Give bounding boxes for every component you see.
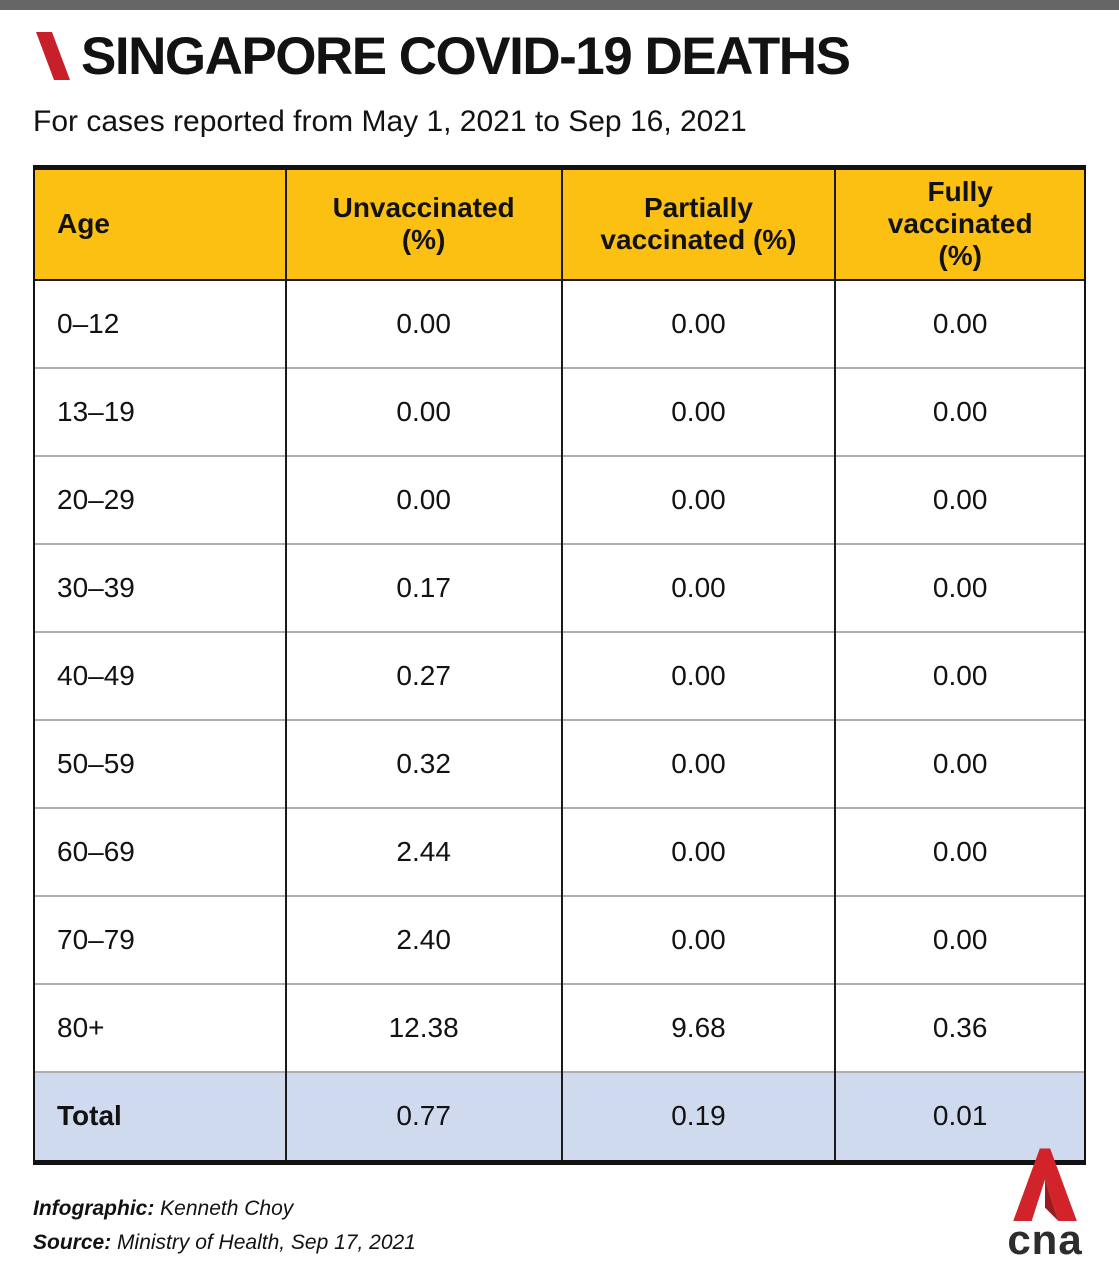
- unvaccinated-cell: 2.40: [284, 894, 562, 984]
- fully-vaccinated-cell: 0.36: [834, 982, 1084, 1072]
- title-row: SINGAPORE COVID-19 DEATHS: [33, 30, 1086, 85]
- source-label: Source:: [33, 1230, 112, 1254]
- table-row: 0–12 0.00 0.00 0.00: [35, 279, 1084, 368]
- age-cell: 60–69: [35, 806, 286, 896]
- table-row: 60–69 2.44 0.00 0.00: [35, 806, 1084, 896]
- age-cell: 80+: [35, 982, 286, 1072]
- subtitle: For cases reported from May 1, 2021 to S…: [33, 105, 747, 138]
- fully-vaccinated-cell: 0.00: [834, 718, 1084, 808]
- credits-block: Infographic: Kenneth Choy Source: Minist…: [33, 1192, 416, 1260]
- top-gray-bar: [0, 0, 1119, 10]
- unvaccinated-cell: 0.00: [284, 279, 562, 368]
- column-header-unvaccinated: Unvaccinated (%): [284, 170, 562, 281]
- age-cell: 40–49: [35, 630, 286, 720]
- partially-vaccinated-cell: 0.00: [560, 279, 836, 368]
- column-header-fully-vaccinated: Fully vaccinated (%): [834, 170, 1084, 281]
- table-row: 13–19 0.00 0.00 0.00: [35, 366, 1084, 456]
- fully-vaccinated-cell: 0.00: [834, 279, 1084, 368]
- total-fully-cell: 0.01: [834, 1070, 1084, 1160]
- age-cell: 20–29: [35, 454, 286, 544]
- unvaccinated-cell: 2.44: [284, 806, 562, 896]
- fully-vaccinated-cell: 0.00: [834, 366, 1084, 456]
- infographic-value: Kenneth Choy: [160, 1196, 294, 1220]
- partially-vaccinated-cell: 0.00: [560, 630, 836, 720]
- page-title: SINGAPORE COVID-19 DEATHS: [81, 27, 851, 86]
- fully-vaccinated-cell: 0.00: [834, 894, 1084, 984]
- fully-vaccinated-cell: 0.00: [834, 454, 1084, 544]
- table-border-frame: Age Unvaccinated (%) Partially vaccinate…: [33, 165, 1086, 1165]
- infographic-body: SINGAPORE COVID-19 DEATHS For cases repo…: [0, 30, 1119, 1165]
- partially-vaccinated-cell: 9.68: [560, 982, 836, 1072]
- table-row: 40–49 0.27 0.00 0.00: [35, 630, 1084, 720]
- fully-vaccinated-cell: 0.00: [834, 806, 1084, 896]
- age-cell: 13–19: [35, 366, 286, 456]
- partially-vaccinated-cell: 0.00: [560, 718, 836, 808]
- age-cell: 70–79: [35, 894, 286, 984]
- partially-vaccinated-cell: 0.00: [560, 894, 836, 984]
- table-row: 80+ 12.38 9.68 0.36: [35, 982, 1084, 1072]
- unvaccinated-cell: 0.17: [284, 542, 562, 632]
- partially-vaccinated-cell: 0.00: [560, 454, 836, 544]
- infographic-label: Infographic:: [33, 1196, 155, 1220]
- unvaccinated-cell: 0.00: [284, 366, 562, 456]
- source-value: Ministry of Health, Sep 17, 2021: [117, 1230, 416, 1254]
- covid-deaths-table: Age Unvaccinated (%) Partially vaccinate…: [35, 170, 1084, 1160]
- table-row: 20–29 0.00 0.00 0.00: [35, 454, 1084, 544]
- table-row: 70–79 2.40 0.00 0.00: [35, 894, 1084, 984]
- partially-vaccinated-cell: 0.00: [560, 542, 836, 632]
- column-header-partially-vaccinated: Partially vaccinated (%): [560, 170, 836, 281]
- fully-vaccinated-cell: 0.00: [834, 542, 1084, 632]
- age-cell: 50–59: [35, 718, 286, 808]
- unvaccinated-cell: 0.32: [284, 718, 562, 808]
- age-cell: 0–12: [35, 279, 286, 368]
- cna-wordmark: cna: [1007, 1216, 1083, 1264]
- infographic-credit-line: Infographic: Kenneth Choy: [33, 1192, 416, 1226]
- cna-logo-mark-icon: [1008, 1146, 1082, 1222]
- table-row: 30–39 0.17 0.00 0.00: [35, 542, 1084, 632]
- unvaccinated-cell: 12.38: [284, 982, 562, 1072]
- column-header-age: Age: [35, 170, 286, 281]
- age-cell: 30–39: [35, 542, 286, 632]
- partially-vaccinated-cell: 0.00: [560, 366, 836, 456]
- cna-logo: cna: [997, 1146, 1093, 1264]
- brand-slash-icon: [33, 32, 73, 85]
- fully-vaccinated-cell: 0.00: [834, 630, 1084, 720]
- source-credit-line: Source: Ministry of Health, Sep 17, 2021: [33, 1226, 416, 1260]
- partially-vaccinated-cell: 0.00: [560, 806, 836, 896]
- unvaccinated-cell: 0.00: [284, 454, 562, 544]
- total-label-cell: Total: [35, 1070, 286, 1160]
- unvaccinated-cell: 0.27: [284, 630, 562, 720]
- table-total-row: Total 0.77 0.19 0.01: [35, 1070, 1084, 1160]
- table-row: 50–59 0.32 0.00 0.00: [35, 718, 1084, 808]
- total-unvaccinated-cell: 0.77: [284, 1070, 562, 1160]
- table-header-row: Age Unvaccinated (%) Partially vaccinate…: [35, 170, 1084, 281]
- footer: Infographic: Kenneth Choy Source: Minist…: [33, 1146, 1093, 1264]
- total-partially-cell: 0.19: [560, 1070, 836, 1160]
